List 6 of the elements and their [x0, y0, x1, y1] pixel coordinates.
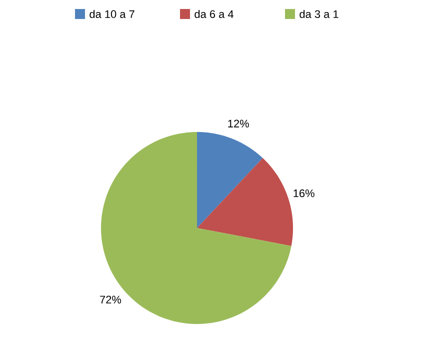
legend-label: da 6 a 4: [194, 10, 234, 18]
data-label: 72%: [100, 296, 122, 304]
data-label: 16%: [294, 189, 314, 198]
data-label: 12%: [228, 120, 249, 128]
legend-label: da 10 a 7: [90, 10, 134, 18]
legend-label: da 3 a 1: [300, 10, 338, 18]
